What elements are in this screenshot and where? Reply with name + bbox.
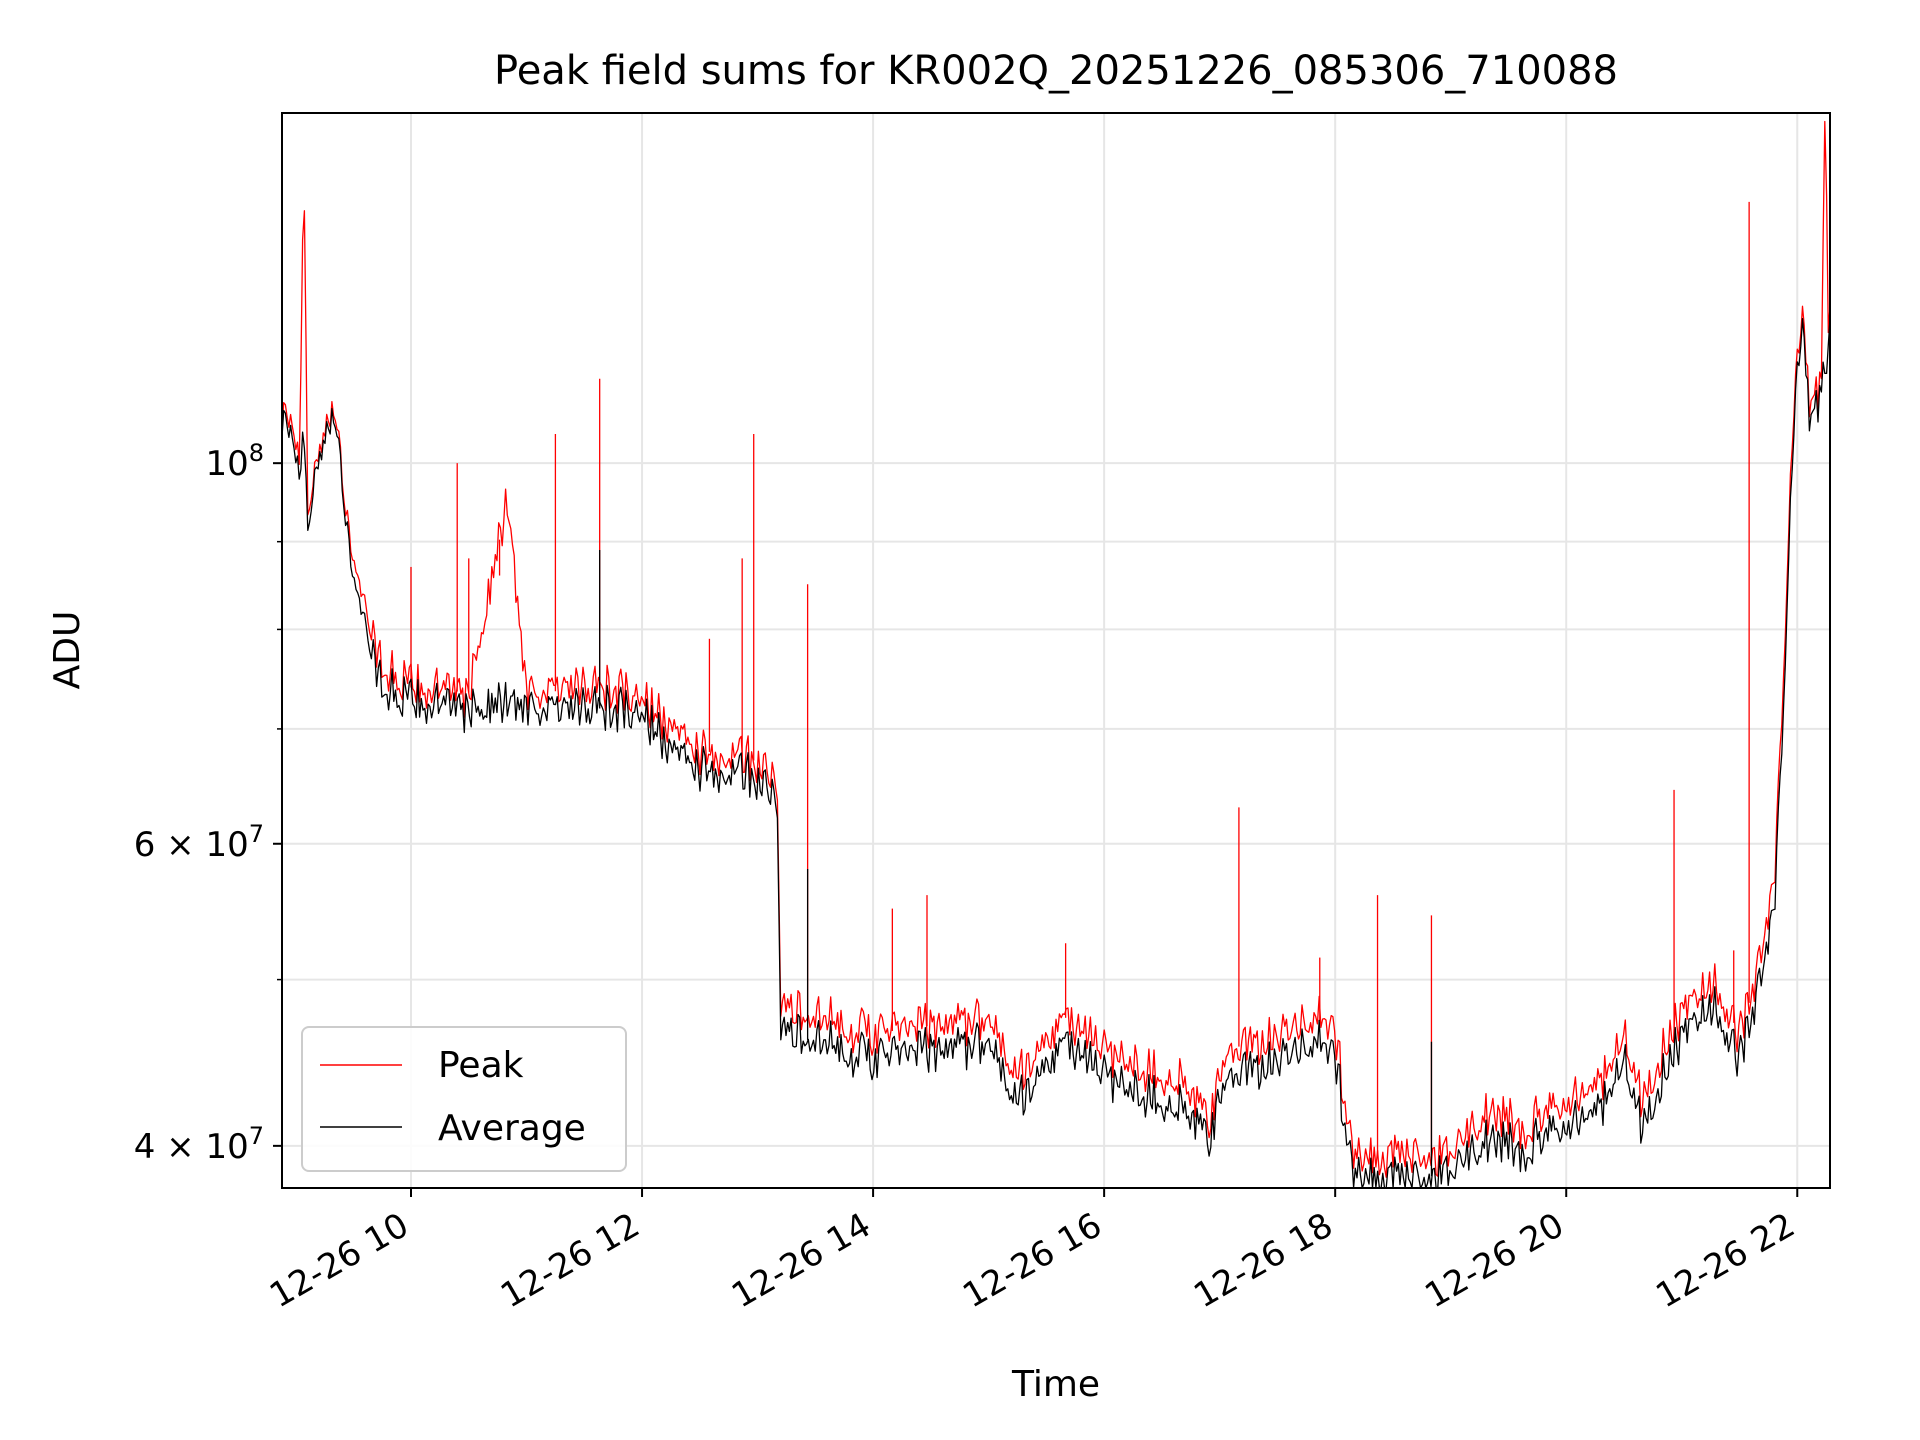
plot-frame bbox=[281, 112, 1831, 1189]
y-axis: 4 × 107 6 × 107 108 bbox=[134, 439, 282, 1167]
y-tick-label: 108 bbox=[205, 439, 264, 484]
series-line-average bbox=[281, 318, 1831, 1189]
legend-label-average: Average bbox=[438, 1108, 586, 1149]
y-tick-label: 6 × 107 bbox=[134, 820, 264, 865]
grid bbox=[282, 113, 1830, 1188]
y-tick-label: 4 × 107 bbox=[134, 1122, 264, 1167]
legend-label-peak: Peak bbox=[438, 1045, 524, 1086]
y-axis-label: ADU bbox=[47, 611, 88, 690]
legend: Peak Average bbox=[301, 1026, 627, 1172]
x-axis-label: Time bbox=[1011, 1364, 1100, 1405]
series-line-peak bbox=[281, 120, 1831, 1178]
legend-box bbox=[301, 1026, 627, 1172]
chart-title: Peak field sums for KR002Q_20251226_0853… bbox=[494, 48, 1618, 94]
plot-lines bbox=[281, 120, 1831, 1189]
